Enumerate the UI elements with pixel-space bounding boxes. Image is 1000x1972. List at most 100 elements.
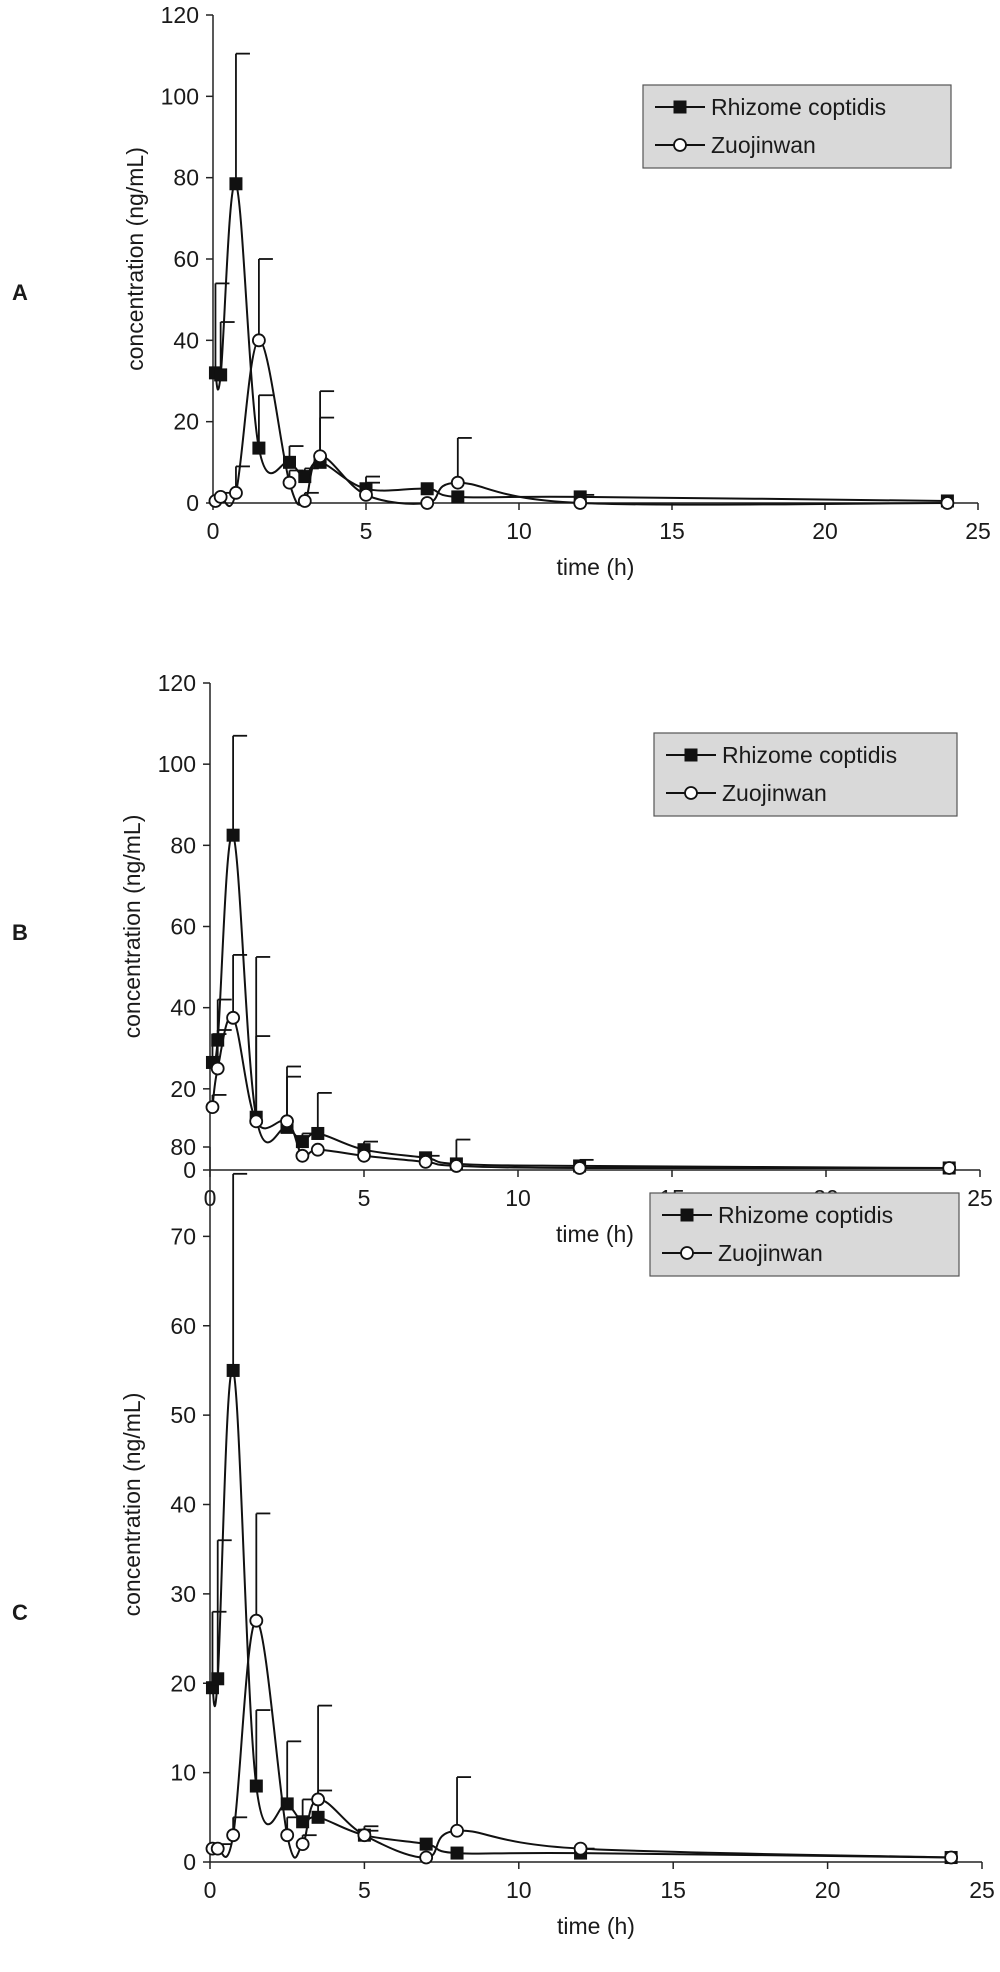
panel-letter: B xyxy=(12,920,28,945)
data-point xyxy=(226,828,240,842)
legend: Rhizome coptidis Zuojinwan xyxy=(642,84,952,169)
data-point xyxy=(418,1154,433,1169)
x-tick-label: 5 xyxy=(360,518,373,544)
data-point xyxy=(450,1846,464,1860)
data-point xyxy=(420,482,434,496)
x-tick-label: 25 xyxy=(967,1185,993,1211)
legend-marker xyxy=(680,1208,694,1222)
data-point xyxy=(359,487,373,502)
data-point xyxy=(214,368,228,382)
data-point xyxy=(210,1841,225,1856)
data-point xyxy=(251,333,266,348)
y-tick-label: 20 xyxy=(170,1076,196,1102)
data-point xyxy=(295,1148,310,1163)
y-tick-label: 100 xyxy=(158,751,196,777)
data-point xyxy=(213,489,228,504)
data-point xyxy=(249,1613,264,1628)
data-point xyxy=(282,475,297,490)
data-point xyxy=(280,1828,295,1843)
legend-label: Rhizome coptidis xyxy=(718,1202,893,1228)
data-point xyxy=(450,475,465,490)
y-tick-label: 70 xyxy=(170,1223,196,1249)
data-point xyxy=(226,1828,241,1843)
data-point xyxy=(310,1142,325,1157)
data-point xyxy=(942,1161,957,1175)
x-tick-label: 15 xyxy=(659,518,685,544)
data-point xyxy=(226,1363,240,1377)
data-point xyxy=(313,449,328,464)
x-tick-label: 10 xyxy=(506,1877,532,1903)
y-tick-label: 0 xyxy=(183,1849,196,1875)
data-point xyxy=(296,1815,310,1829)
legend-label: Zuojinwan xyxy=(718,1240,823,1266)
y-tick-label: 60 xyxy=(173,246,199,272)
data-point xyxy=(280,1114,294,1129)
x-axis-title: time (h) xyxy=(556,1221,634,1247)
y-tick-label: 40 xyxy=(173,327,199,353)
data-point xyxy=(311,1126,325,1140)
data-point xyxy=(449,1159,464,1173)
x-tick-label: 5 xyxy=(358,1877,371,1903)
legend-label: Rhizome coptidis xyxy=(711,94,886,120)
chart-panel-b: B0204060801001200510152025time (h)concen… xyxy=(12,670,993,1247)
data-point xyxy=(419,1850,434,1865)
legend: Rhizome coptidis Zuojinwan xyxy=(649,1192,960,1277)
x-axis-title: time (h) xyxy=(557,554,635,580)
y-axis-title: concentration (ng/mL) xyxy=(119,1393,145,1617)
x-tick-label: 25 xyxy=(965,518,991,544)
data-point xyxy=(252,441,266,455)
data-point xyxy=(210,1061,225,1076)
series-line xyxy=(211,1368,952,1859)
legend-label: Rhizome coptidis xyxy=(722,742,897,768)
y-tick-label: 10 xyxy=(170,1760,196,1786)
y-tick-label: 20 xyxy=(170,1670,196,1696)
data-point xyxy=(229,177,243,191)
data-point xyxy=(311,1810,325,1824)
legend-marker xyxy=(684,786,698,800)
y-tick-label: 20 xyxy=(173,409,199,435)
data-point xyxy=(572,1161,587,1175)
data-point xyxy=(298,470,312,484)
y-tick-label: 50 xyxy=(170,1402,196,1428)
data-point xyxy=(451,490,465,504)
y-tick-label: 80 xyxy=(170,1134,196,1160)
x-tick-label: 0 xyxy=(204,1877,217,1903)
y-tick-label: 40 xyxy=(170,995,196,1021)
x-tick-label: 25 xyxy=(969,1877,995,1903)
series-line xyxy=(212,1619,952,1859)
panel-letter: C xyxy=(12,1600,28,1625)
y-tick-label: 60 xyxy=(170,1313,196,1339)
y-axis-title: concentration (ng/mL) xyxy=(119,815,145,1039)
y-tick-label: 100 xyxy=(161,83,199,109)
y-tick-label: 80 xyxy=(173,165,199,191)
x-tick-label: 10 xyxy=(506,518,532,544)
data-point xyxy=(450,1823,464,1838)
y-tick-label: 0 xyxy=(186,490,199,516)
data-point xyxy=(295,1837,310,1852)
legend: Rhizome coptidis Zuojinwan xyxy=(653,732,958,817)
y-axis-title: concentration (ng/mL) xyxy=(122,147,148,371)
x-tick-label: 15 xyxy=(660,1877,686,1903)
legend-marker xyxy=(673,138,687,152)
x-tick-label: 20 xyxy=(815,1877,841,1903)
series-rhizome-coptidis xyxy=(205,1172,958,1865)
y-tick-label: 60 xyxy=(170,914,196,940)
y-tick-label: 120 xyxy=(158,670,196,696)
data-point xyxy=(229,485,243,500)
x-tick-label: 0 xyxy=(207,518,220,544)
y-tick-label: 0 xyxy=(183,1157,196,1183)
legend-label: Zuojinwan xyxy=(722,780,827,806)
legend-marker xyxy=(684,748,698,762)
data-point xyxy=(357,1828,372,1843)
y-tick-label: 80 xyxy=(170,832,196,858)
y-tick-label: 120 xyxy=(161,2,199,28)
legend-marker xyxy=(680,1246,694,1260)
series-zuojinwan xyxy=(208,258,955,510)
data-point xyxy=(573,496,588,510)
data-point xyxy=(940,496,955,510)
chart-panel-a: A 0 20 40 60 80 100 120 0 5 10 15 20 25 time (h) concen… xyxy=(12,2,991,580)
data-point xyxy=(573,1841,588,1856)
panel-letter: A xyxy=(12,280,28,305)
